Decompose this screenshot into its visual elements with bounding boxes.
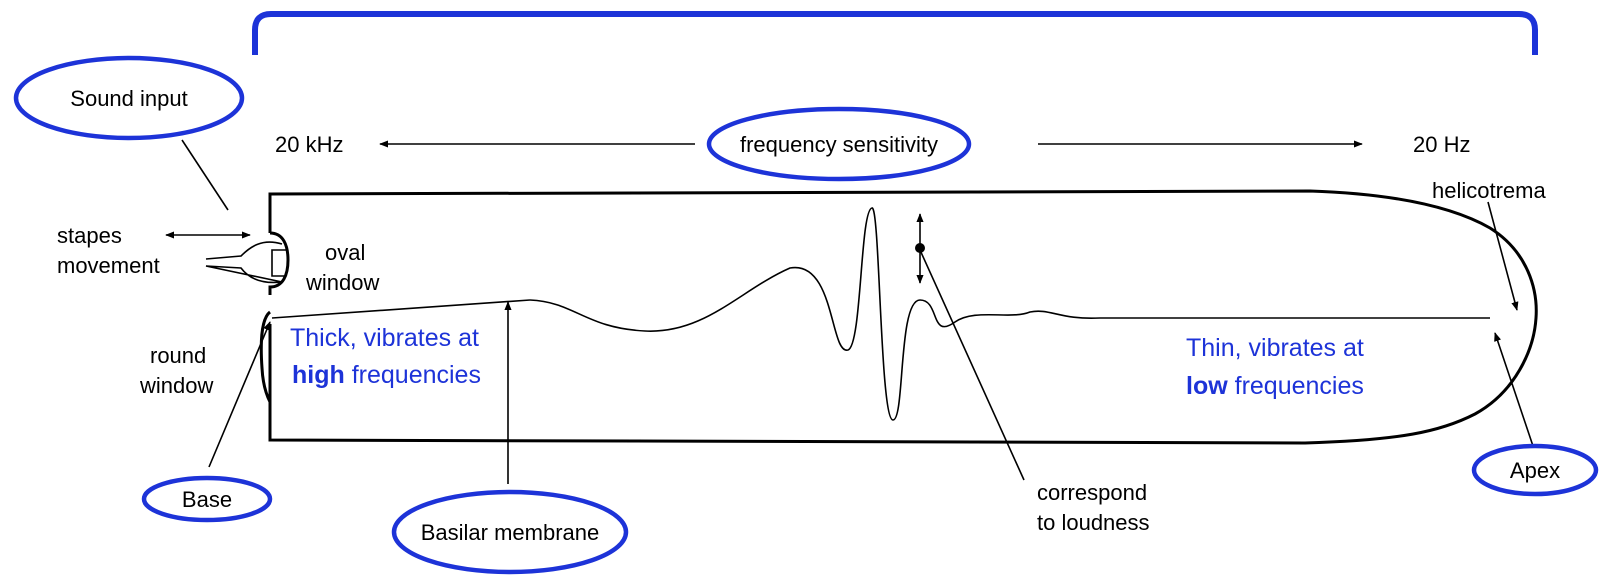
sound-input-leader — [182, 140, 228, 210]
thick-description-rest: frequencies — [345, 361, 481, 389]
helicotrema-leader — [1488, 202, 1517, 310]
helicotrema-label: helicotrema — [1432, 178, 1546, 203]
thin-description-rest: frequencies — [1228, 372, 1364, 400]
round-window-label-line1: round — [150, 343, 206, 368]
loudness-label-line1: correspond — [1037, 480, 1147, 505]
base-label: Base — [182, 487, 232, 512]
thin-description-line1: Thin, vibrates at — [1186, 334, 1364, 362]
stapes-label-line2: movement — [57, 253, 160, 278]
frequency-sensitivity-label: frequency sensitivity — [740, 132, 938, 157]
round-window-label-line2: window — [139, 373, 213, 398]
stapes-label-line1: stapes — [57, 223, 122, 248]
thick-description-line2: high frequencies — [292, 361, 481, 389]
basilar-membrane-label: Basilar membrane — [421, 520, 600, 545]
thick-description-line1: Thick, vibrates at — [290, 324, 479, 352]
sound-input-label: Sound input — [70, 86, 187, 111]
base-leader — [209, 322, 270, 467]
thick-description-bold: high — [292, 361, 345, 389]
thin-description-bold: low — [1186, 372, 1228, 400]
stapes — [206, 242, 286, 282]
cochlea-outline — [270, 191, 1536, 443]
loudness-leader — [920, 250, 1024, 480]
freq-high-label: 20 kHz — [275, 132, 343, 157]
oval-window-label-line2: window — [305, 270, 379, 295]
loudness-label-line2: to loudness — [1037, 510, 1150, 535]
basilar-membrane-line — [272, 300, 530, 318]
freq-low-label: 20 Hz — [1413, 132, 1470, 157]
cochlea-length-bracket — [255, 14, 1535, 55]
thin-description-line2: low frequencies — [1186, 372, 1364, 400]
oval-window-label-line1: oval — [325, 240, 365, 265]
apex-label: Apex — [1510, 458, 1560, 483]
